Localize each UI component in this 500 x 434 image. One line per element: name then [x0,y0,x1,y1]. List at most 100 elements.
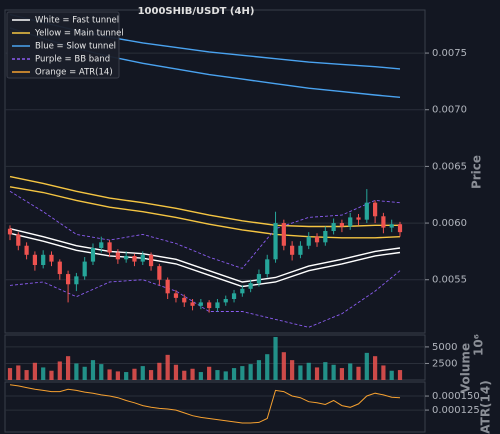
volume-bar [7,368,13,380]
volume-bar [124,372,129,380]
candle-body [49,254,54,262]
volume-bar [99,364,104,380]
volume-bar [306,362,311,380]
y-tick-label: 0.0075 [432,48,467,59]
volume-bar [339,368,345,380]
volume-bar [57,361,62,380]
candle-body [397,224,403,233]
candle-body [364,202,369,220]
y-tick-label: 0.0070 [432,105,467,116]
candle-body [107,242,112,253]
legend-box [6,11,120,79]
y-tick-label: 5000 [432,342,457,353]
volume-bar [41,367,46,380]
volume-bar [240,366,245,380]
candle-body [207,302,212,309]
candle-body [281,223,286,246]
volume-bar [82,366,87,380]
candle-body [381,216,386,228]
volume-bar [348,363,353,380]
volume-bar [373,356,378,380]
indicator-line [9,270,401,328]
candle-body [223,299,228,303]
volume-bar [364,352,369,380]
candle-body [65,274,71,285]
legend-label: Blue = Slow tunnel [35,42,116,52]
volume-bar [157,362,162,380]
volume-bar [381,365,386,380]
candle-body [190,302,195,306]
volume-offset-label: 10⁶ [472,334,486,356]
candle-body [82,261,87,277]
candle-body [298,245,303,255]
indicator-line [9,190,401,269]
volume-bar [265,354,270,380]
volume-bar [231,368,237,380]
volume-bar [65,356,71,380]
candle-body [215,302,220,309]
candle-body [99,242,104,248]
indicator-line [9,228,401,283]
volume-bar [49,370,54,380]
candle-body [57,261,62,275]
volume-bar [290,360,295,380]
candle-body [273,223,278,260]
candle-body [148,254,154,267]
candle-body [256,274,262,284]
candle-body [240,288,245,294]
volume-bar [90,360,96,380]
candle-body [90,248,96,262]
chart-title: 1000SHIB/USDT (4H) [138,6,255,17]
candle-body [7,228,13,235]
indicator-line [9,186,401,239]
volume-bar [397,370,403,380]
candle-body [339,223,345,227]
volume-bar [16,365,21,380]
volume-bar [256,360,262,380]
candle-body [157,266,162,280]
candle-body [74,276,79,285]
volume-bar [190,368,195,380]
indicator-line [9,232,401,288]
volume-bar [298,365,303,380]
volume-bar [140,366,145,380]
candle-body [24,245,29,255]
legend-label: Purple = BB band [35,55,110,65]
atr-line [9,384,401,424]
candle-body [173,293,179,298]
candle-body [306,236,311,246]
volume-bar [148,370,154,380]
y-tick-label: 0.0055 [432,275,467,286]
candle-body [348,217,353,227]
candle-body [124,255,129,260]
volume-bar [281,352,286,380]
volume-bar [182,370,187,380]
volume-bar [74,363,79,380]
legend-label: Yellow = Main tunnel [34,29,124,39]
candle-body [132,255,137,262]
volume-bar [173,364,179,380]
volume-bar [107,369,112,380]
candle-body [16,234,21,246]
candle-body [389,224,394,228]
candle-body [265,259,270,275]
candle-body [182,297,187,303]
volume-bar [356,366,361,380]
volume-axis-label: Volume [459,343,473,393]
volume-bar [132,368,137,380]
candle-body [290,245,295,255]
candle-body [373,202,378,217]
y-tick-label: 0.0065 [432,161,467,172]
volume-bar [323,362,328,380]
candle-body [356,217,361,220]
volume-panel [4,334,426,381]
volume-bar [273,336,278,380]
y-tick-label: 0.0060 [432,218,467,229]
candle-body [41,254,46,265]
y-tick-label: 0.000150 [432,391,480,402]
volume-bar [32,362,37,380]
price-panel [4,9,426,334]
candle-body [231,293,237,299]
atr-axis-label: ATR(14) [479,380,493,433]
volume-bar [24,370,29,380]
